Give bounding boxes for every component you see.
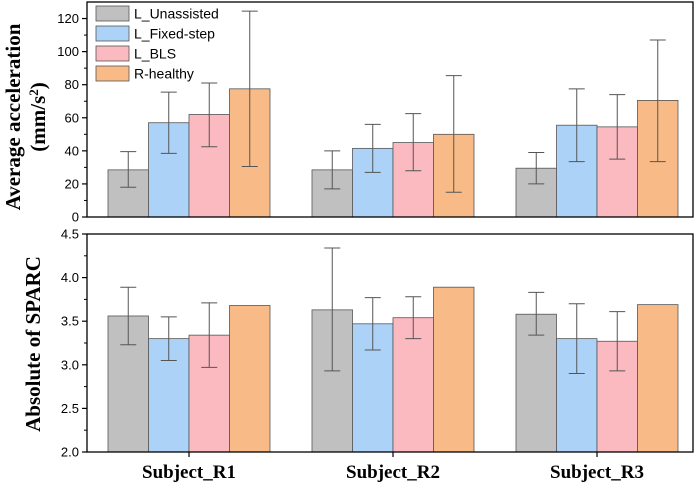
top-plot-frame [86,1,694,218]
top-y-tick-label: 20 [65,176,79,191]
bottom-errorbar-l-bls-subject-r1 [201,302,218,368]
bottom-errorbar-l-unassisted-subject-r3 [528,291,545,336]
bottom-plot-frame [86,233,694,453]
top-errorbar-l-unassisted-subject-r3 [528,152,545,185]
top-errorbar-l-fixed-step-subject-r3 [568,88,585,163]
bottom-errorbar-l-fixed-step-subject-r1 [160,316,177,361]
bottom-bar-r-healthy-subject-r2 [433,286,475,453]
legend: L_Unassisted L_Fixed-step L_BLS R-healthy [95,5,219,82]
top-y-tick-label: 80 [65,77,79,92]
top-error-bars [120,10,666,193]
bottom-errorbar-l-unassisted-subject-r2 [324,247,341,372]
top-bars [107,88,679,218]
top-y-ticks: 0 20 40 60 80 100 120 [57,11,87,225]
legend-label: L_BLS [134,46,176,62]
bottom-errorbar-l-bls-subject-r3 [609,311,626,372]
top-ylabel-line1: Average acceleration [1,23,25,210]
top-panel: Average acceleration (mm/s2) 0 20 40 60 80 10… [1,1,694,225]
top-errorbar-l-bls-subject-r1 [201,82,218,148]
legend-label: L_Unassisted [134,6,219,22]
top-errorbar-l-bls-subject-r3 [609,94,626,160]
top-errorbar-r-healthy-subject-r1 [241,10,258,168]
x-tick-label-subject-r3: Subject_R3 [550,462,644,483]
bottom-y-tick-label: 4.5 [61,227,79,242]
bottom-y-tick-label: 2.5 [61,401,79,416]
top-errorbar-l-unassisted-subject-r1 [120,151,137,188]
x-tick-labels: Subject_R1 Subject_R2 Subject_R3 [142,452,644,483]
bottom-y-tick-label: 3.0 [61,357,79,372]
legend-label: R-healthy [134,66,194,82]
top-errorbar-l-fixed-step-subject-r2 [364,123,381,173]
bottom-panel: Absolute of SPARC 2.0 2.5 3.0 3.5 4.0 4.5 Sub… [21,227,694,483]
bottom-y-tick-label: 3.5 [61,314,79,329]
bottom-errorbar-l-unassisted-subject-r1 [120,286,137,346]
top-y-tick-label: 120 [57,11,79,26]
top-y-tick-label: 60 [65,110,79,125]
top-y-tick-label: 100 [57,44,79,59]
top-errorbar-l-unassisted-subject-r2 [324,150,341,190]
bottom-bar-r-healthy-subject-r1 [229,305,271,453]
bottom-y-tick-label: 4.0 [61,270,79,285]
bottom-errorbar-l-fixed-step-subject-r3 [568,303,585,375]
bottom-errorbar-l-bls-subject-r2 [405,296,422,340]
bottom-errorbar-l-fixed-step-subject-r2 [364,297,381,351]
top-y-tick-label: 0 [72,210,79,225]
legend-swatch [95,25,130,42]
top-y-tick-label: 40 [65,143,79,158]
top-errorbar-r-healthy-subject-r2 [445,75,462,193]
legend-swatch [95,45,130,62]
legend-item-r-healthy: R-healthy [95,65,194,82]
bottom-y-ticks: 2.0 2.5 3.0 3.5 4.0 4.5 [61,227,87,460]
legend-label: L_Fixed-step [134,26,215,42]
legend-swatch [95,5,130,22]
x-tick-label-subject-r1: Subject_R1 [142,462,236,483]
legend-item-l-unassisted: L_Unassisted [95,5,219,22]
top-errorbar-l-fixed-step-subject-r1 [160,91,177,154]
bottom-y-tick-label: 2.0 [61,445,79,460]
legend-item-l-bls: L_BLS [95,45,176,62]
top-ylabel-line2: (mm/s2) [26,82,51,152]
bottom-bars [107,286,679,453]
top-errorbar-r-healthy-subject-r3 [649,39,666,163]
x-tick-label-subject-r2: Subject_R2 [346,462,440,483]
top-errorbar-l-bls-subject-r2 [405,113,422,172]
bottom-ylabel: Absolute of SPARC [21,256,45,432]
legend-item-l-fixed-step: L_Fixed-step [95,25,215,42]
bottom-bar-l-unassisted-subject-r3 [515,313,557,453]
bottom-bar-r-healthy-subject-r3 [637,304,679,453]
legend-swatch [95,65,130,82]
bottom-error-bars [120,247,626,375]
